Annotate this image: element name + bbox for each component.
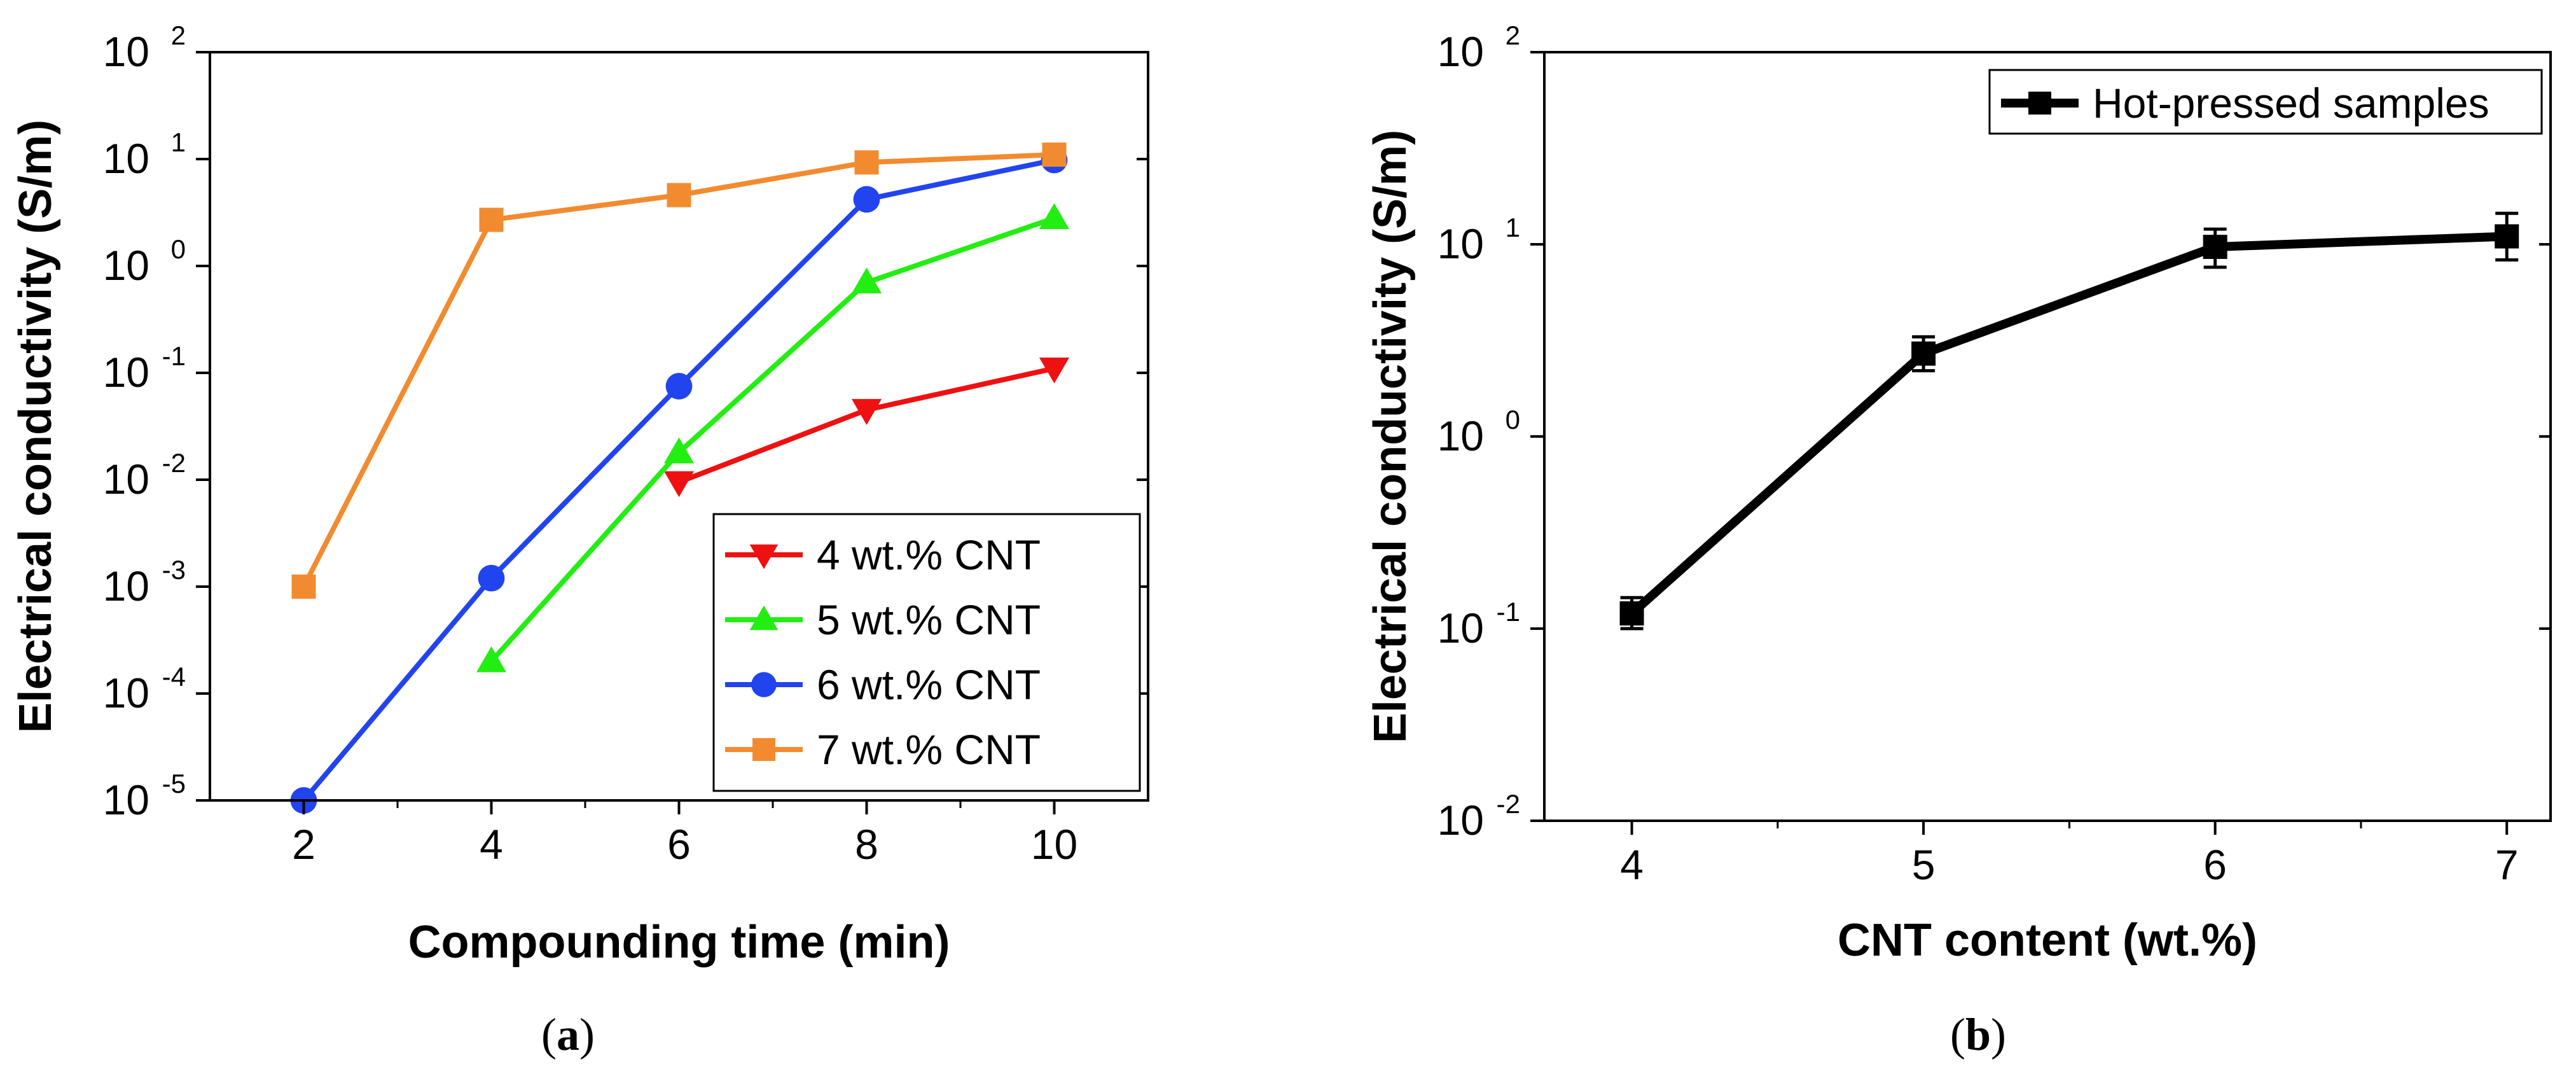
x-tick-label: 4 (1620, 841, 1644, 888)
panel-a-y-axis-label: Electrical conductivity (S/m) (10, 120, 61, 733)
y-tick-exponent: 1 (171, 127, 186, 157)
data-point (478, 564, 505, 592)
panel-b-y-axis-label: Electrical conductivity (S/m) (1365, 130, 1416, 743)
y-tick-label: 10 (103, 562, 149, 610)
y-tick-exponent: 2 (171, 20, 186, 50)
panel-b-legend: Hot-pressed samples (1988, 69, 2543, 135)
legend-label: 6 wt.% CNT (817, 661, 1041, 708)
legend-marker (751, 672, 777, 697)
data-point (479, 207, 504, 232)
y-tick-label: 10 (1437, 220, 1484, 267)
y-tick-label: 10 (103, 669, 149, 716)
x-tick-label: 7 (2495, 841, 2519, 888)
legend-label: Hot-pressed samples (2093, 80, 2489, 127)
y-tick-exponent: -1 (162, 341, 186, 371)
x-tick-label: 6 (2203, 841, 2227, 888)
legend-marker (2028, 92, 2051, 115)
legend-marker (749, 544, 779, 569)
y-tick-label: 10 (103, 776, 149, 823)
x-tick-label: 4 (480, 821, 503, 868)
data-point (2495, 224, 2519, 249)
data-point (854, 150, 879, 175)
y-tick-label: 10 (103, 349, 149, 396)
data-point (1039, 203, 1070, 229)
y-tick-label: 10 (103, 242, 149, 289)
y-tick-label: 10 (103, 135, 149, 182)
legend-label: 5 wt.% CNT (817, 596, 1041, 643)
x-tick-label: 8 (855, 821, 878, 868)
y-tick-exponent: 0 (171, 234, 186, 264)
data-point (2203, 234, 2227, 259)
x-tick-label: 6 (667, 821, 691, 868)
data-point (851, 267, 882, 294)
legend-label: 7 wt.% CNT (817, 726, 1041, 773)
y-tick-exponent: -1 (1497, 597, 1520, 627)
data-point (1911, 341, 1936, 366)
panel-b-chart: 4 5 6 7 10 -2 10 -1 10 0 10 1 10 2 Hot-pressed sample… (1365, 20, 2552, 1060)
x-tick-label: 10 (1031, 821, 1077, 868)
legend-box (712, 513, 1141, 792)
legend-marker (752, 738, 775, 761)
y-tick-exponent: -2 (162, 448, 186, 478)
y-tick-label: 10 (1437, 604, 1484, 652)
panel-b-x-axis-label: CNT content (wt.%) (1838, 915, 2257, 966)
data-point (663, 437, 695, 464)
panel-b-plot-frame (1543, 51, 2552, 822)
data-point (667, 183, 691, 207)
y-tick-exponent: 2 (1506, 20, 1520, 50)
series-line (678, 366, 1055, 485)
data-point (476, 646, 507, 673)
legend-label: 4 wt.% CNT (817, 531, 1041, 578)
series-line (489, 216, 1055, 664)
y-tick-label: 10 (1437, 412, 1484, 459)
panel-a-caption: (a) (541, 1009, 595, 1060)
panel-a-legend: 4 wt.% CNT 5 wt.% CNT 6 wt.% CNT 7 wt.% CNT (712, 513, 1141, 792)
y-tick-exponent: 1 (1506, 213, 1520, 242)
y-tick-label: 10 (1437, 28, 1484, 75)
series-line (1628, 232, 2507, 617)
y-tick-exponent: -5 (162, 769, 186, 799)
panel-a-x-axis-label: Compounding time (min) (408, 917, 950, 968)
y-tick-exponent: 0 (1506, 405, 1520, 435)
legend-box (1988, 69, 2543, 135)
data-point (851, 399, 882, 425)
data-point (1039, 357, 1070, 384)
data-point (663, 471, 695, 498)
y-tick-label: 10 (103, 456, 149, 503)
y-tick-label: 10 (1437, 797, 1484, 844)
x-tick-label: 5 (1912, 841, 1935, 888)
data-point (1042, 143, 1067, 167)
data-point (1619, 601, 1644, 626)
y-tick-label: 10 (103, 28, 149, 75)
panel-a-chart: 2 4 6 8 10 10 -5 10 -4 10 -3 10 -2 10 -1 10 0 10 1 10 2 4 wt… (10, 20, 1149, 1060)
x-tick-label: 2 (292, 821, 315, 868)
y-tick-exponent: -4 (162, 662, 186, 692)
data-point (291, 575, 316, 599)
panel-b-caption: (b) (1950, 1009, 2006, 1060)
y-tick-exponent: -3 (162, 555, 186, 585)
data-point (665, 373, 693, 400)
legend-marker (749, 605, 779, 631)
data-point (853, 186, 880, 213)
y-tick-exponent: -2 (1497, 789, 1520, 819)
panel-a-series-group (290, 143, 1070, 814)
panel-b-series-group (1619, 211, 2519, 631)
